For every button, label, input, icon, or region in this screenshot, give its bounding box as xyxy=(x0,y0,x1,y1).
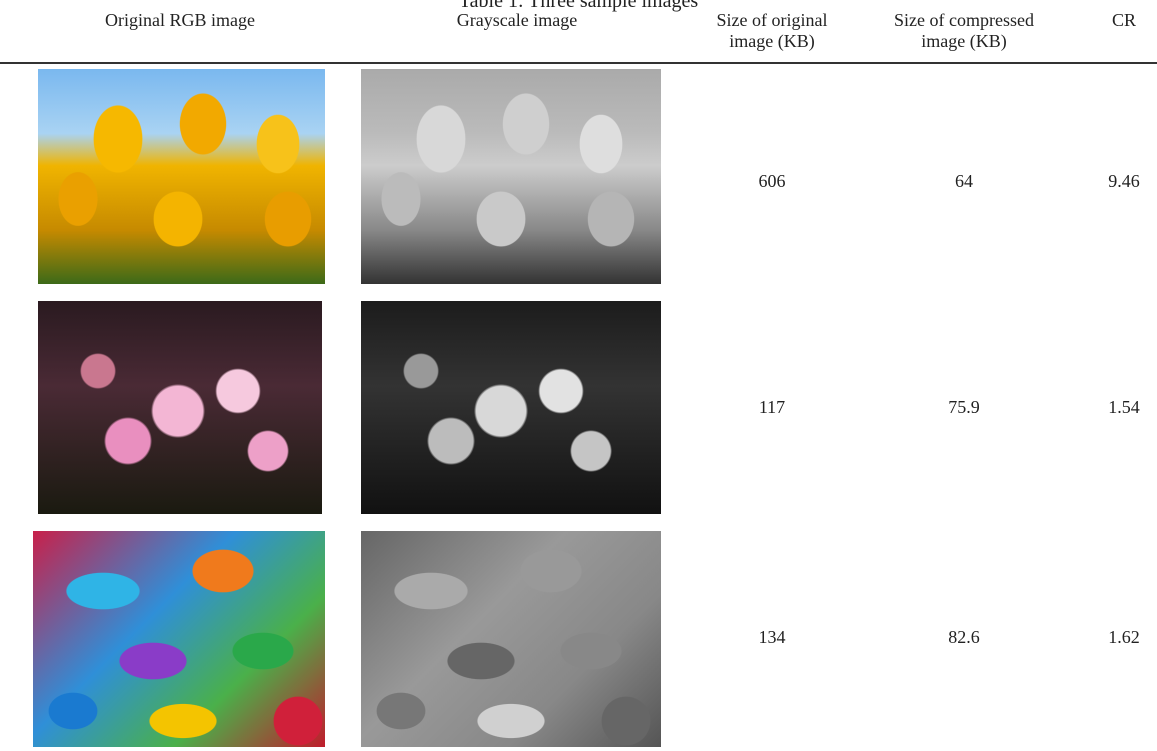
compressed-size: 75.9 xyxy=(948,397,980,417)
rgb-image xyxy=(38,301,322,514)
header-cell: Size of original image (KB) xyxy=(716,10,828,51)
original-size: 606 xyxy=(758,171,786,191)
header-cell: Grayscale image xyxy=(456,10,578,30)
original-size: 134 xyxy=(758,627,786,647)
grayscale-image xyxy=(361,531,661,747)
grayscale-image xyxy=(361,301,661,514)
compression-ratio: 1.54 xyxy=(1108,397,1140,417)
table-caption: Table 1: Three sample images xyxy=(458,0,699,12)
header-cell: CR xyxy=(1111,10,1136,30)
header-rule xyxy=(0,62,1157,64)
header-cell: Size of compressed image (KB) xyxy=(894,10,1034,51)
compressed-size: 64 xyxy=(955,171,973,191)
compression-ratio: 9.46 xyxy=(1108,171,1140,191)
header-cell: Original RGB image xyxy=(105,10,255,30)
grayscale-image xyxy=(361,69,661,284)
rgb-image xyxy=(38,69,325,284)
rgb-image xyxy=(33,531,325,747)
original-size: 117 xyxy=(758,397,786,417)
compression-ratio: 1.62 xyxy=(1108,627,1140,647)
compressed-size: 82.6 xyxy=(948,627,980,647)
